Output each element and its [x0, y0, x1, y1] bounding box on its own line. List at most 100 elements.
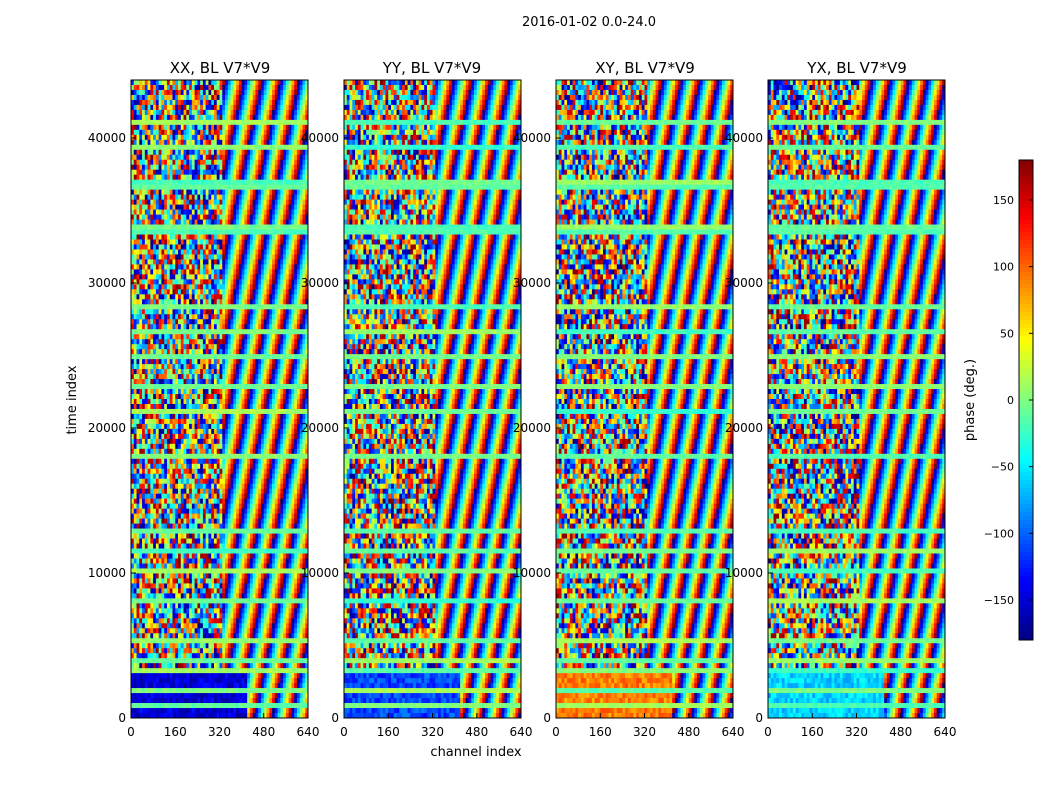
heatmap-cell	[299, 344, 303, 350]
heatmap-cell	[291, 254, 295, 260]
heatmap-cell	[296, 194, 301, 200]
heatmap-cell	[202, 463, 207, 470]
heatmap-cell	[213, 344, 218, 350]
heatmap-cell	[299, 84, 303, 91]
heatmap-cell	[150, 453, 154, 460]
heatmap-cell	[186, 99, 190, 106]
heatmap-cell	[202, 174, 207, 181]
heatmap-cell	[263, 184, 267, 190]
heatmap-cell	[283, 184, 287, 190]
heatmap-cell	[150, 94, 154, 101]
heatmap-cell	[211, 309, 215, 315]
heatmap-cell	[136, 154, 140, 161]
heatmap-cell	[269, 314, 273, 320]
heatmap-cell	[164, 214, 168, 220]
heatmap-cell	[133, 329, 137, 335]
heatmap-cell	[227, 379, 231, 385]
heatmap-cell	[280, 234, 284, 240]
heatmap-cell	[225, 309, 229, 315]
heatmap-cell	[161, 234, 165, 240]
heatmap-cell	[255, 463, 259, 470]
heatmap-cell	[238, 279, 242, 285]
heatmap-cell	[233, 209, 237, 215]
heatmap-cell	[172, 369, 176, 375]
heatmap-cell	[161, 89, 165, 96]
heatmap-cell	[305, 389, 309, 395]
heatmap-cell	[197, 314, 201, 320]
heatmap-cell	[291, 423, 295, 430]
heatmap-cell	[166, 94, 171, 101]
heatmap-cell	[180, 259, 184, 265]
heatmap-cell	[255, 219, 259, 225]
heatmap-cell	[238, 149, 242, 156]
heatmap-cell	[208, 144, 212, 151]
heatmap-cell	[194, 284, 198, 290]
heatmap-cell	[247, 379, 251, 385]
heatmap-cell	[208, 249, 212, 255]
heatmap-cell	[164, 224, 168, 230]
heatmap-cell	[274, 114, 278, 121]
heatmap-cell	[169, 134, 173, 141]
heatmap-cell	[247, 204, 251, 210]
heatmap-cell	[183, 284, 187, 290]
heatmap-cell	[294, 274, 298, 280]
heatmap-cell	[296, 139, 301, 146]
heatmap-cell	[191, 463, 195, 470]
heatmap-cell	[131, 234, 135, 240]
heatmap-cell	[175, 334, 179, 340]
heatmap-cell	[155, 199, 160, 205]
heatmap-cell	[299, 448, 303, 455]
heatmap-cell	[252, 114, 256, 121]
heatmap-cell	[147, 104, 151, 111]
heatmap-cell	[280, 423, 284, 430]
heatmap-cell	[244, 139, 248, 146]
heatmap-cell	[197, 433, 201, 440]
heatmap-cell	[288, 234, 292, 240]
heatmap-cell	[191, 304, 195, 310]
heatmap-cell	[150, 224, 154, 230]
heatmap-cell	[213, 214, 218, 220]
heatmap-cell	[205, 219, 209, 225]
heatmap-cell	[296, 309, 301, 315]
heatmap-cell	[302, 309, 306, 315]
heatmap-cell	[241, 413, 245, 420]
heatmap-cell	[266, 394, 270, 400]
heatmap-cell	[241, 264, 245, 270]
heatmap-cell	[263, 309, 267, 315]
heatmap-cell	[142, 319, 146, 325]
heatmap-cell	[227, 339, 231, 345]
heatmap-cell	[296, 299, 301, 305]
heatmap-cell	[205, 294, 209, 300]
heatmap-cell	[294, 84, 298, 91]
heatmap-cell	[208, 169, 212, 176]
heatmap-cell	[227, 134, 231, 141]
heatmap-cell	[266, 319, 270, 325]
heatmap-cell	[216, 299, 220, 305]
heatmap-cell	[285, 214, 289, 220]
heatmap-cell	[266, 453, 270, 460]
heatmap-cell	[183, 164, 187, 171]
heatmap-cell	[158, 184, 162, 190]
heatmap-cell	[139, 264, 143, 270]
heatmap-cell	[266, 289, 270, 295]
heatmap-cell	[285, 219, 289, 225]
heatmap-cell	[258, 359, 262, 365]
heatmap-cell	[252, 219, 256, 225]
heatmap-cell	[288, 209, 292, 215]
heatmap-cell	[144, 369, 148, 375]
heatmap-cell	[191, 189, 195, 195]
heatmap-cell	[216, 149, 220, 156]
heatmap-cell	[288, 139, 292, 146]
heatmap-cell	[164, 184, 168, 190]
heatmap-cell	[258, 204, 262, 210]
heatmap-cell	[230, 279, 234, 285]
heatmap-cell	[219, 119, 223, 126]
heatmap-cell	[150, 174, 154, 181]
heatmap-cell	[142, 329, 146, 335]
heatmap-cell	[274, 448, 278, 455]
heatmap-cell	[241, 379, 245, 385]
heatmap-cell	[280, 154, 284, 161]
heatmap-cell	[225, 334, 229, 340]
heatmap-cell	[291, 154, 295, 161]
heatmap-cell	[136, 254, 140, 260]
